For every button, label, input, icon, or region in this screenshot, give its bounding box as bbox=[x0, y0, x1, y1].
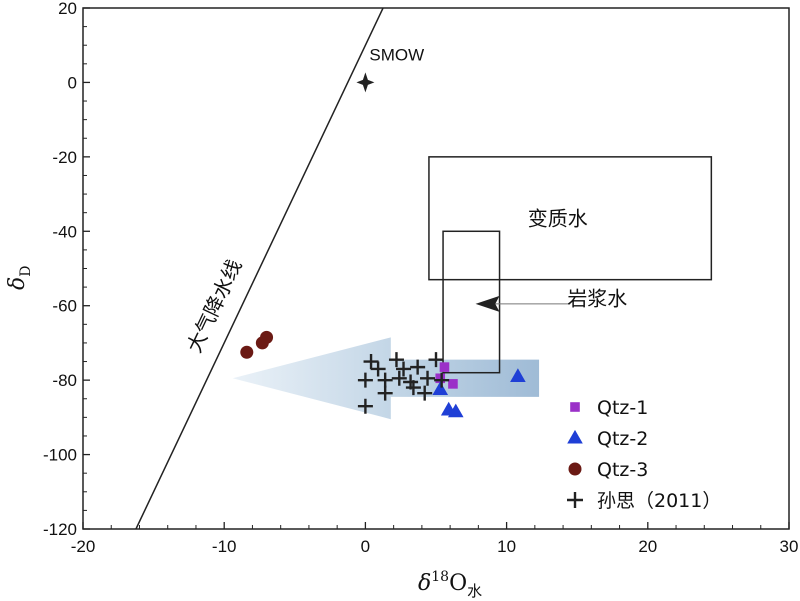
data-point bbox=[357, 372, 373, 388]
y-tick-label: 0 bbox=[68, 73, 77, 92]
y-tick-label: -100 bbox=[43, 446, 77, 465]
legend: Qtz-1 Qtz-2 Qtz-3 孙思（2011） bbox=[567, 397, 721, 512]
x-tick-label: 0 bbox=[361, 537, 370, 556]
data-point bbox=[420, 370, 436, 386]
data-point bbox=[391, 370, 407, 386]
data-point bbox=[410, 359, 426, 375]
data-point bbox=[396, 361, 412, 377]
data-point bbox=[435, 373, 446, 384]
magmatic-water-label: 岩浆水 bbox=[567, 286, 627, 310]
legend-marker bbox=[570, 402, 580, 412]
smow-marker bbox=[356, 72, 375, 93]
y-tick-label: 20 bbox=[58, 0, 77, 18]
data-point bbox=[510, 368, 526, 382]
y-axis-title: δD bbox=[5, 266, 34, 290]
legend-label: Qtz-3 bbox=[597, 459, 648, 481]
x-tick-label: 20 bbox=[638, 537, 657, 556]
legend-label: Qtz-1 bbox=[597, 397, 648, 419]
legend-marker bbox=[568, 462, 582, 476]
y-tick-label: -40 bbox=[52, 222, 77, 241]
meteoric-water-line bbox=[135, 8, 384, 529]
data-point bbox=[363, 354, 379, 370]
legend-label: Qtz-2 bbox=[597, 428, 648, 450]
y-tick-label: -120 bbox=[43, 520, 77, 539]
data-point bbox=[448, 379, 458, 389]
x-tick-label: -20 bbox=[71, 537, 96, 556]
data-point bbox=[240, 345, 254, 359]
data-point bbox=[370, 361, 386, 377]
x-tick-label: 10 bbox=[497, 537, 516, 556]
y-tick-label: -60 bbox=[52, 297, 77, 316]
x-tick-label: -10 bbox=[212, 537, 237, 556]
data-point bbox=[432, 381, 449, 395]
y-tick-label: -80 bbox=[52, 371, 77, 390]
magmatic-water-pointer bbox=[475, 295, 571, 312]
metamorphic-water-label: 变质水 bbox=[528, 207, 588, 231]
x-tick-label: 30 bbox=[780, 537, 799, 556]
data-point bbox=[439, 362, 450, 372]
data-point bbox=[447, 403, 464, 418]
magmatic-water-box bbox=[442, 230, 501, 374]
metamorphic-water-box bbox=[428, 156, 713, 281]
meteoric-water-line-label: 大气降水线 bbox=[182, 256, 247, 357]
data-point bbox=[357, 398, 373, 414]
data-point bbox=[388, 352, 404, 368]
data-points bbox=[240, 330, 526, 418]
y-tick-label: -20 bbox=[52, 148, 77, 167]
data-point bbox=[417, 385, 433, 401]
data-point bbox=[434, 372, 450, 388]
data-point bbox=[405, 380, 421, 396]
data-point bbox=[428, 352, 444, 368]
data-point bbox=[377, 385, 393, 401]
data-point bbox=[377, 372, 393, 388]
data-point bbox=[260, 330, 274, 344]
legend-marker bbox=[567, 492, 583, 508]
legend-marker bbox=[567, 429, 583, 444]
smow-label: SMOW bbox=[369, 45, 424, 64]
pointer-arrowhead bbox=[475, 295, 500, 312]
x-axis-title: δ18O水 bbox=[418, 569, 482, 600]
legend-label: 孙思（2011） bbox=[597, 490, 721, 512]
plot-frame bbox=[82, 7, 790, 530]
